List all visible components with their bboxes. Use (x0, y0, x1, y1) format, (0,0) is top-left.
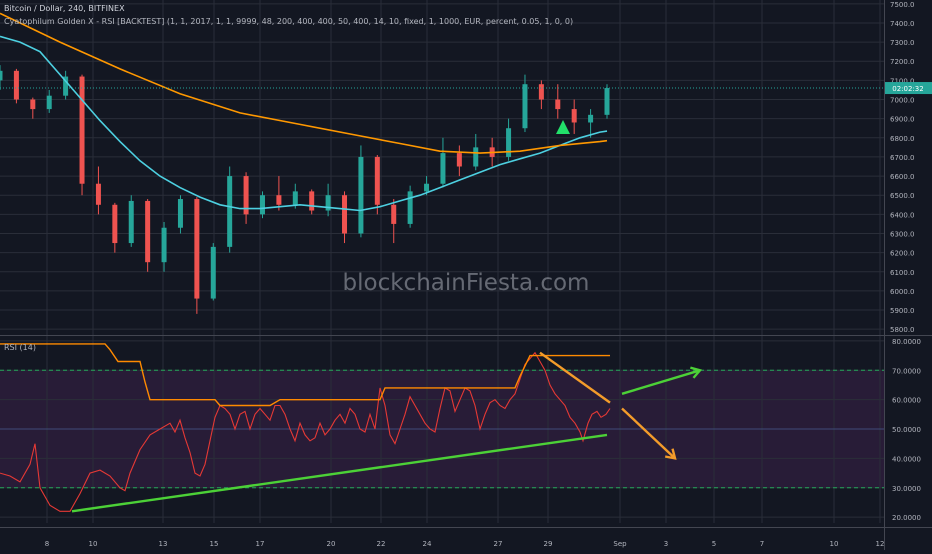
strategy-title: Cyatophilum Golden X - RSI [BACKTEST] (1… (4, 17, 574, 26)
ma-slow-line (0, 12, 608, 154)
candle-body (243, 176, 249, 215)
x-tick-label: 8 (45, 540, 49, 548)
grid-lines (0, 0, 884, 523)
projection-arrow-green (621, 369, 701, 395)
candle-body (177, 199, 183, 228)
candle-body (46, 95, 52, 110)
price-tick-label: 7000.0 (890, 97, 915, 105)
candle-body (259, 195, 265, 215)
rsi-tick-label: 60.0000 (892, 397, 921, 405)
rsi-tick-label: 20.0000 (892, 514, 921, 522)
price-tick-label: 6100.0 (890, 269, 915, 277)
price-tick-label: 7200.0 (890, 58, 915, 66)
last-price-label: 02:02:32 (892, 85, 923, 93)
candle-body (128, 200, 134, 244)
price-tick-label: 6200.0 (890, 250, 915, 258)
candle-body (456, 153, 462, 167)
trendline-green (71, 433, 608, 513)
x-tick-label: 3 (664, 540, 668, 548)
rsi-tick-label: 40.0000 (892, 455, 921, 463)
candle-body (309, 191, 315, 211)
price-tick-label: 7100.0 (890, 77, 915, 85)
candle-body (112, 204, 118, 244)
x-tick-label: 5 (712, 540, 716, 548)
rsi-tick-label: 30.0000 (892, 485, 921, 493)
rsi-tick-label: 70.0000 (892, 367, 921, 375)
candle-body (325, 195, 331, 211)
candle-body (391, 204, 397, 224)
candle-body (276, 195, 282, 205)
x-tick-label: 20 (327, 540, 336, 548)
price-tick-label: 6900.0 (890, 116, 915, 124)
price-tick-label: 6000.0 (890, 288, 915, 296)
symbol-title: Bitcoin / Dollar, 240, BITFINEX (4, 4, 125, 13)
x-tick-label: 10 (89, 540, 98, 548)
rsi-high-band-line (0, 343, 610, 407)
candle-body (145, 200, 151, 263)
candle-body (440, 153, 446, 184)
price-tick-label: 6600.0 (890, 173, 915, 181)
candle-body (63, 76, 69, 96)
candle-body (342, 195, 348, 234)
candles (0, 65, 610, 314)
price-tick-label: 5800.0 (890, 326, 915, 334)
candle-body (210, 246, 216, 299)
x-tick-label: 10 (830, 540, 839, 548)
candle-body (358, 156, 364, 234)
price-tick-label: 7500.0 (890, 1, 915, 9)
price-tick-label: 6300.0 (890, 230, 915, 238)
candle-body (292, 191, 298, 205)
x-tick-label: 29 (544, 540, 553, 548)
candle-body (227, 176, 233, 247)
candle-body (473, 147, 479, 167)
candle-body (424, 183, 430, 192)
rsi-title: RSI (14) (4, 343, 36, 352)
candle-body (194, 199, 200, 299)
price-tick-label: 6400.0 (890, 211, 915, 219)
price-tick-label: 7400.0 (890, 20, 915, 28)
candle-body (407, 191, 413, 224)
x-tick-label: Sep (613, 540, 627, 548)
candle-body (506, 128, 512, 157)
x-tick-label: 13 (159, 540, 168, 548)
candle-body (95, 183, 101, 205)
price-tick-label: 6700.0 (890, 154, 915, 162)
candle-body (555, 99, 561, 110)
candle-body (374, 156, 380, 205)
candle-body (13, 70, 19, 100)
candle-body (571, 109, 577, 123)
candle-body (161, 227, 167, 263)
projection-arrow-orange (621, 407, 676, 460)
trendline-orange (539, 351, 611, 404)
price-tick-label: 7300.0 (890, 39, 915, 47)
x-tick-label: 17 (256, 540, 265, 548)
watermark-text: blockchainFiesta.com (342, 270, 590, 296)
x-tick-label: 15 (210, 540, 219, 548)
rsi-tick-label: 50.0000 (892, 426, 921, 434)
x-tick-label: 22 (377, 540, 386, 548)
x-tick-label: 24 (423, 540, 432, 548)
x-tick-label: 27 (494, 540, 503, 548)
candle-body (604, 88, 610, 115)
candle-body (588, 114, 594, 123)
candle-body (79, 76, 85, 184)
arrow-head (690, 366, 703, 379)
x-tick-label: 7 (760, 540, 764, 548)
price-tick-label: 6500.0 (890, 192, 915, 200)
price-tick-label: 6800.0 (890, 135, 915, 143)
last-price-badge (885, 82, 932, 95)
ma-fast-line (0, 35, 608, 212)
candle-body (0, 70, 3, 81)
buy-marker-triangle (556, 120, 570, 135)
candle-body (30, 99, 36, 110)
rsi-tick-label: 80.0000 (892, 338, 921, 346)
arrow-head (664, 448, 677, 460)
candle-body (538, 84, 544, 100)
x-tick-label: 12 (876, 540, 885, 548)
price-tick-label: 5900.0 (890, 307, 915, 315)
candle-body (522, 84, 528, 129)
